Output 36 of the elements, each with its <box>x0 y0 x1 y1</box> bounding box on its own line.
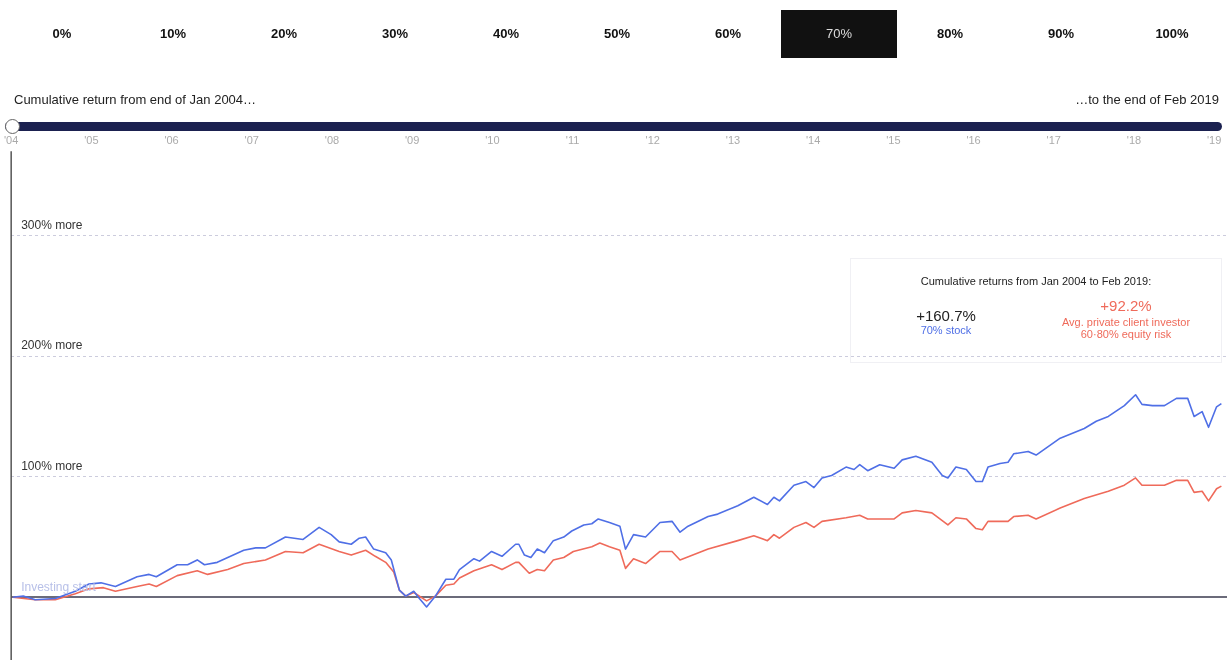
text: 40% <box>492 25 520 43</box>
x-tick-label: '14 <box>806 133 821 146</box>
x-tick-label: '12 <box>645 133 660 146</box>
text: 10% <box>159 25 187 43</box>
text: 100% <box>1154 25 1190 43</box>
text: 70% <box>781 10 897 58</box>
x-tick-label: '08 <box>324 133 340 146</box>
x-tick-label: '17 <box>1046 133 1061 146</box>
x-tick-label: '07 <box>244 133 259 146</box>
x-tick-label: '06 <box>164 133 179 146</box>
x-tick-label: '11 <box>565 133 580 146</box>
x-tick-label: '13 <box>725 133 741 146</box>
y-tick-label: 300% more <box>21 217 83 232</box>
x-tick-label: '16 <box>966 133 981 146</box>
x-tick-label: '10 <box>485 133 500 146</box>
text: 30% <box>381 25 409 43</box>
y-tick-label: 100% more <box>21 459 83 474</box>
x-tick-label: '15 <box>886 133 901 146</box>
text: 90% <box>1047 25 1075 43</box>
x-tick-label: '05 <box>84 133 99 146</box>
text: 80% <box>936 25 964 43</box>
annotation: +92.2% <box>1099 297 1153 314</box>
x-tick-label: '09 <box>405 133 420 146</box>
x-tick-label: '04 <box>4 133 19 146</box>
text: 0% <box>51 25 73 43</box>
chart-subtitle: Cumulative return from end of Jan 2004… <box>14 92 257 107</box>
y-tick-label: 200% more <box>21 338 83 353</box>
x-tick-label: '18 <box>1126 133 1142 146</box>
info-card: Cumulative returns from Jan 2004 to Feb 2019: +160.7% 70% stock +92.2% Avg. private client investor 60·80% equity risk <box>850 258 1222 363</box>
text: 50% <box>603 25 631 43</box>
text: 20% <box>270 25 298 43</box>
annotation: +160.7% <box>915 307 977 324</box>
text: …to the end of Feb 2019 <box>1075 92 1219 107</box>
x-tick-label: '19 <box>1207 133 1222 146</box>
legend-title: Cumulative returns from Jan 2004 to Feb 2019: <box>919 275 1153 287</box>
text: 60% <box>714 25 742 43</box>
